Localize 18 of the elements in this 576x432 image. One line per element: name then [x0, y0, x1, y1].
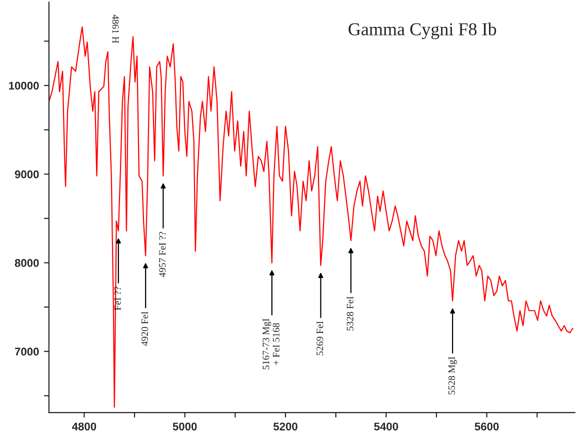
y-tick-label: 9000 [14, 170, 39, 178]
x-tick-label: 4800 [72, 422, 96, 430]
x-tick-label: 5000 [172, 422, 197, 430]
y-tick-label: 8000 [14, 259, 39, 267]
annotation: 4861 H [112, 14, 119, 44]
annotation: 4920 FeI [141, 312, 148, 346]
y-tick-label: 10000 [9, 82, 39, 90]
annotation: 4957 FeI ?? [159, 232, 166, 278]
annotation: FeI ?? [114, 286, 121, 310]
x-tick-label: 5200 [273, 422, 298, 430]
annotation: 5328 FeI [346, 296, 354, 330]
y-tick-label: 7000 [15, 348, 39, 356]
annotation: 5528 MgI [448, 356, 457, 394]
x-tick-label: 5400 [374, 422, 398, 430]
text: Gamma Cygni F8 Ib [348, 22, 496, 40]
annotation: 5167-73 MgI + FeI 5168 [262, 318, 280, 370]
x-tick-label: 5600 [474, 422, 499, 430]
annotation: 5269 FeI [316, 321, 324, 356]
